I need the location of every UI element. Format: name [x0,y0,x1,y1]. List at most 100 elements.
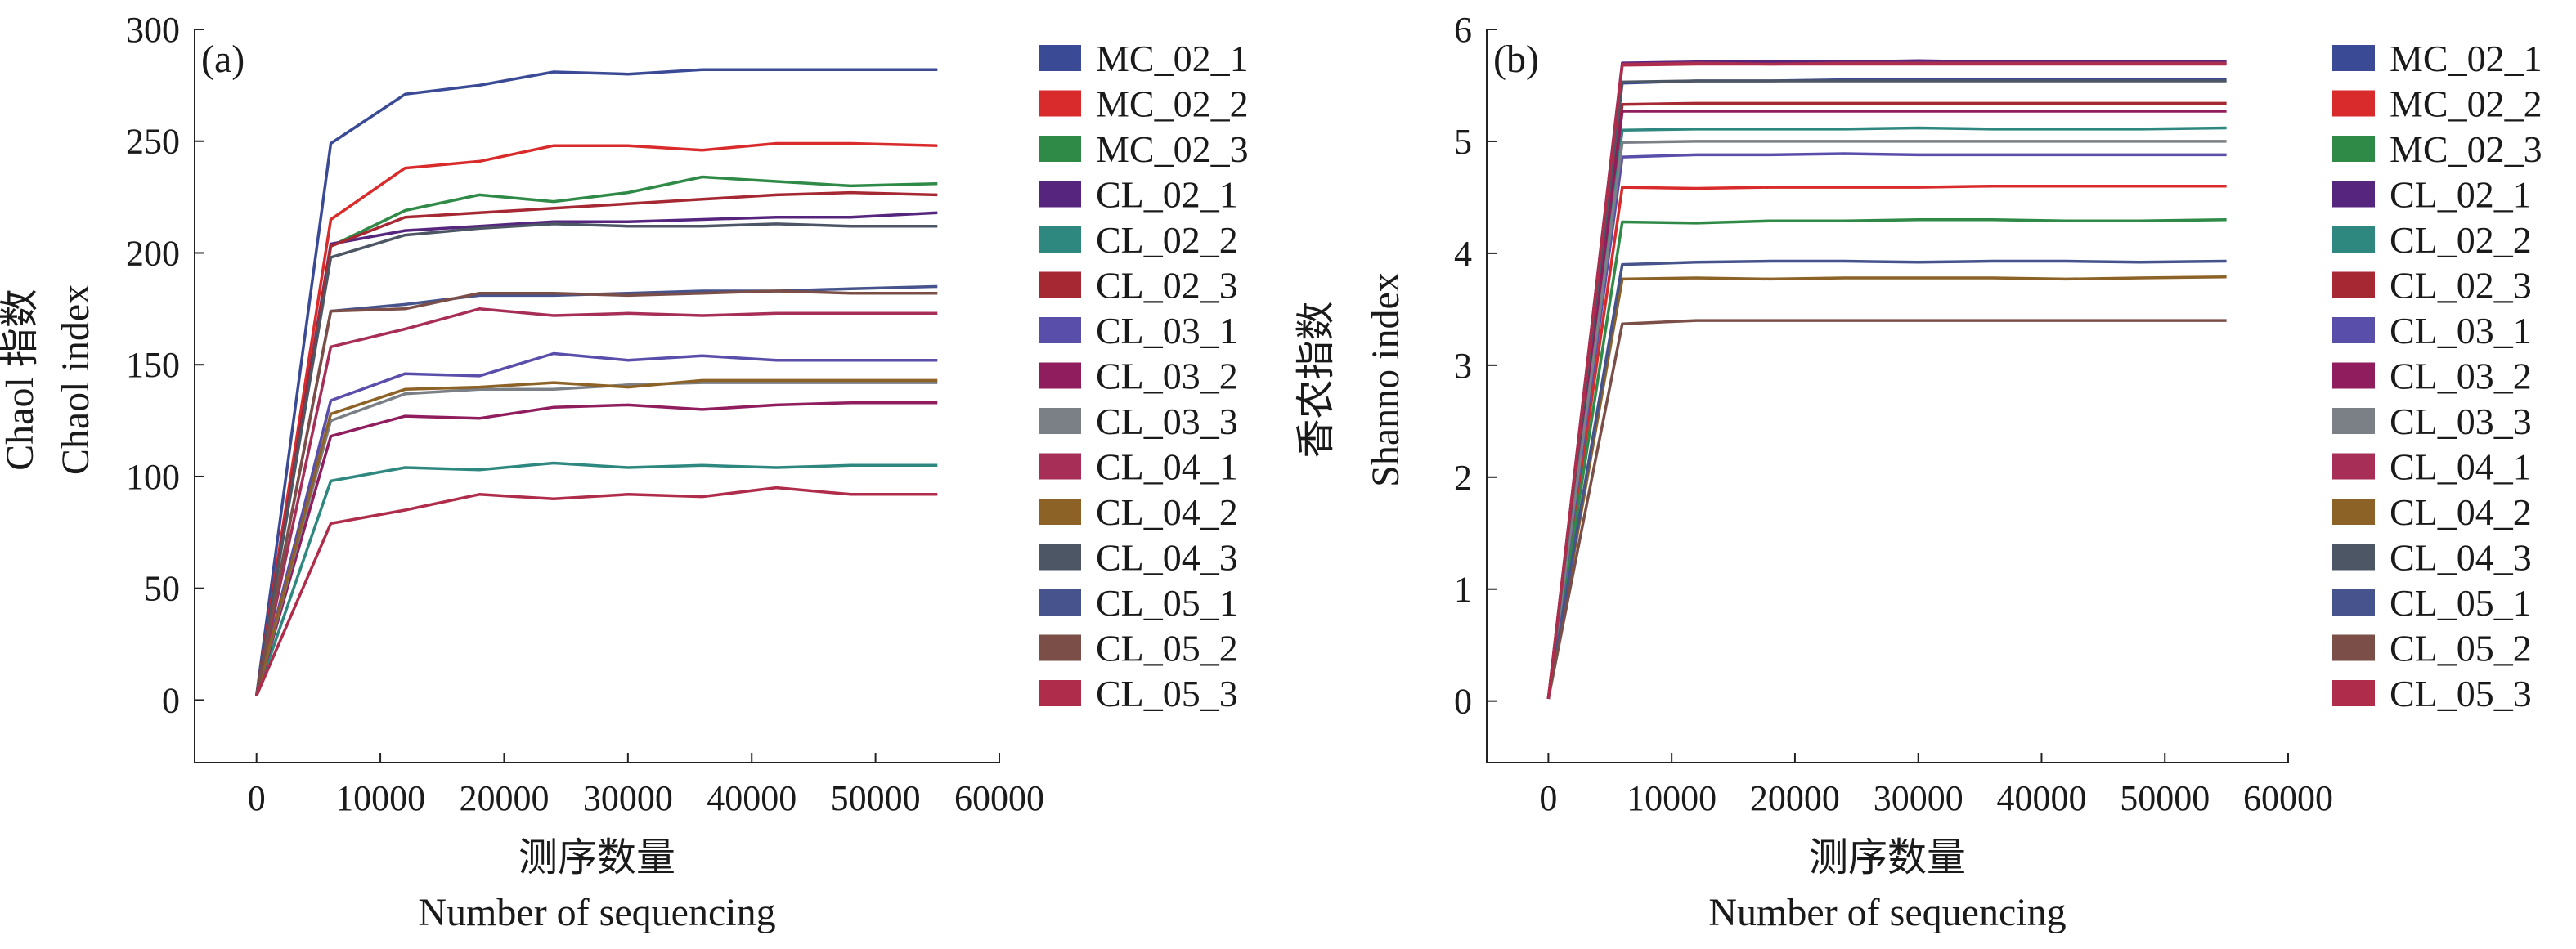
x-tick-label: 50000 [2120,778,2210,818]
series-line-cl-03-1 [255,351,938,696]
series-line-cl-04-2 [1546,275,2227,700]
legend-swatch [2332,226,2375,253]
legend-entry: CL_05_3 [1096,673,1238,714]
legend-swatch [1039,90,1081,117]
x-tick-label: 60000 [954,778,1044,818]
legend-entry: CL_05_1 [1096,582,1238,624]
legend-swatch [1039,271,1081,298]
series-line-cl-05-2 [254,289,938,696]
legend-swatch [1039,453,1081,480]
legend-swatch [1039,680,1081,706]
legend-swatch [2332,181,2375,208]
legend-entry: CL_03_2 [2390,356,2532,397]
series-line-cl-04-1 [254,307,938,696]
legend-swatch [2332,362,2375,389]
series-line-cl-03-2 [255,401,938,696]
legend-swatch [2332,634,2375,661]
y-tick-label: 100 [126,457,180,497]
x-tick-label: 30000 [583,778,673,818]
legend-swatch [1039,45,1081,71]
x-tick-label: 60000 [2243,778,2333,818]
legend-entry: MC_02_1 [1096,38,1249,79]
series-line-cl-05-1 [254,284,938,696]
legend-swatch [1039,544,1081,571]
y-tick-label: 200 [126,233,180,273]
y-axis-title-cn: 香农指数 [1295,301,1338,458]
y-tick-label: 4 [1454,234,1472,274]
legend-entry: CL_03_3 [1096,401,1238,442]
legend-swatch [1039,136,1081,162]
legend-swatch [2332,453,2375,480]
legend-entry: CL_02_3 [1096,265,1238,307]
chart-panel-b: 0 1 2 3 4 5 6 0 10000 20000 30000 40000 50000 60000 (b… [1295,10,2542,934]
y-tick-label: 150 [126,345,180,385]
series-line-mc-02-3 [1546,218,2227,700]
x-tick-label: 30000 [1874,778,1963,818]
series-line-cl-03-3 [255,381,938,696]
legend-entry: MC_02_1 [2390,38,2542,79]
x-tick-label: 0 [248,778,266,818]
legend-entry: CL_04_1 [1096,446,1238,488]
y-axis-title-en: Chaol index [54,284,97,475]
legend-entry: CL_02_2 [1096,219,1238,261]
x-tick-label: 10000 [1627,778,1717,818]
legend-swatch [1039,634,1081,661]
legend-swatch [1039,362,1081,389]
legend-entry: CL_02_3 [2390,265,2532,307]
legend-swatch [2332,544,2375,571]
legend-swatch [1039,408,1081,434]
legend-swatch [1039,226,1081,253]
series-line-mc-02-1 [1546,78,2227,700]
x-tick-label: 10000 [335,778,425,818]
series-line-cl-02-2 [1546,126,2227,700]
legend-swatch [2332,317,2375,343]
legend-entry: CL_05_1 [2390,582,2532,624]
legend-entry: CL_02_1 [2390,174,2532,216]
series-line-cl-04-3 [1546,79,2227,700]
x-axis-title-cn: 测序数量 [1809,836,1966,880]
legend-swatch [1039,499,1081,525]
legend-swatch [2332,680,2375,706]
x-tick-label: 40000 [707,778,797,818]
x-axis-title-cn: 测序数量 [518,836,675,880]
y-tick-label: 2 [1454,458,1472,498]
y-tick-label: 50 [144,569,180,609]
series-line-mc-02-1 [254,68,938,696]
x-tick-label: 20000 [1750,778,1840,818]
y-tick-label: 250 [126,122,180,162]
legend-entry: CL_02_2 [2390,219,2532,261]
y-tick-label: 0 [1454,682,1472,722]
legend-entry: MC_02_3 [1096,128,1249,170]
series-line-cl-03-3 [1546,140,2227,700]
series-line-cl-04-3 [254,222,938,696]
legend-entry: CL_03_1 [1096,310,1238,351]
legend-entry: MC_02_2 [2390,83,2542,125]
series-line-cl-02-3 [1546,101,2227,700]
y-tick-label: 5 [1454,122,1472,162]
series-line-cl-04-1 [1546,61,2227,700]
legend-entry: CL_05_2 [1096,628,1238,669]
series-line-mc-02-3 [254,175,938,696]
x-tick-label: 40000 [1996,778,2086,818]
series-line-cl-02-1 [254,211,938,696]
legend-swatch [2332,271,2375,298]
y-tick-label: 300 [126,10,180,50]
legend-entry: CL_05_3 [2390,673,2532,714]
legend-swatch [2332,45,2375,71]
panel-label: (b) [1493,38,1539,81]
series-line-cl-02-3 [254,190,938,696]
series-line-mc-02-2 [1546,184,2227,700]
series-line-cl-04-2 [255,378,938,696]
series-line-cl-02-2 [255,461,938,696]
legend-swatch [1039,181,1081,208]
x-tick-label: 0 [1539,778,1557,818]
legend-entry: CL_02_1 [1096,174,1238,216]
legend-swatch [2332,136,2375,162]
series-line-mc-02-2 [254,141,938,696]
legend-entry: CL_04_2 [1096,491,1238,533]
y-tick-label: 1 [1454,570,1472,610]
legend-entry: CL_05_2 [2390,628,2532,669]
legend-entry: CL_03_1 [2390,310,2532,351]
series-line-cl-03-1 [1546,152,2227,700]
